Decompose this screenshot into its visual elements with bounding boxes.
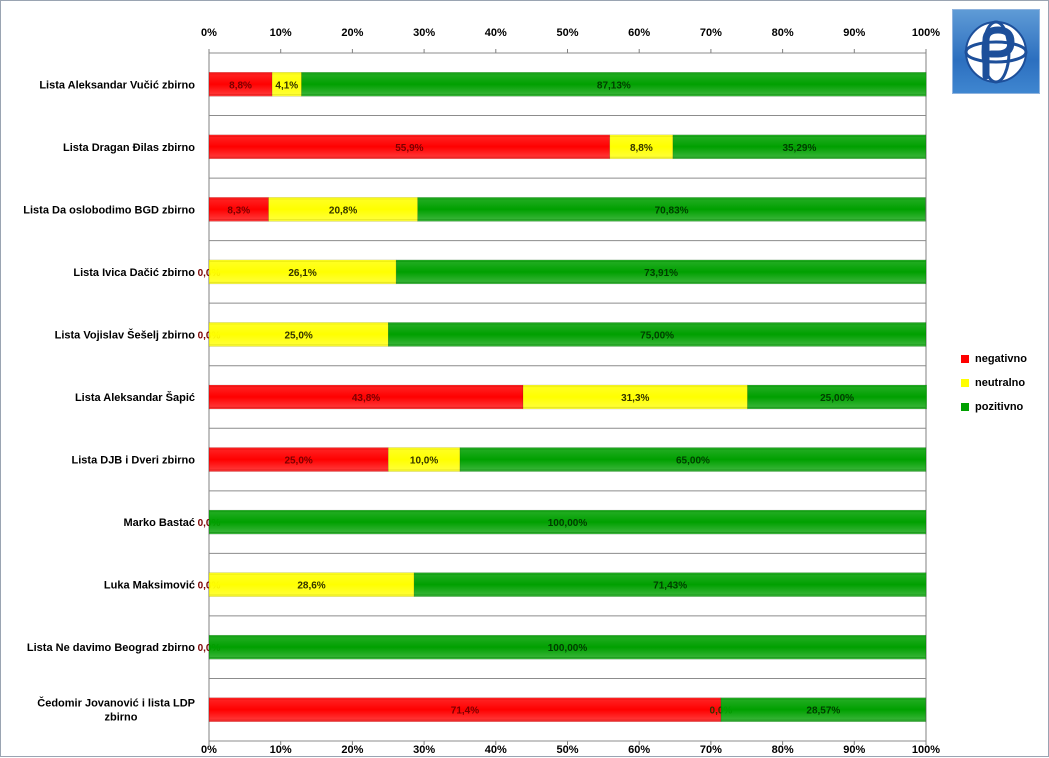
category-label: Lista Dragan Đilas zbirno: [63, 142, 195, 154]
legend-label-neutralno: neutralno: [975, 377, 1026, 389]
category-label: Luka Maksimović: [104, 580, 195, 592]
legend-item-negativno: negativno: [961, 347, 1027, 371]
legend-item-neutralno: neutralno: [961, 371, 1027, 395]
x-tick-label-bottom: 10%: [270, 744, 292, 756]
x-tick-label-top: 90%: [843, 27, 865, 39]
data-label-pozitivno: 100,00%: [548, 518, 588, 529]
bar-pozitivno: [388, 322, 927, 347]
category-label: Lista DJB i Dveri zbirno: [72, 455, 196, 467]
category-label: Lista Ivica Dačić zbirno: [73, 267, 195, 279]
bar-negativno: [208, 72, 273, 97]
x-tick-label-bottom: 0%: [201, 744, 217, 756]
x-tick-label-bottom: 60%: [628, 744, 650, 756]
chart-legend: negativno neutralno pozitivno: [961, 347, 1027, 419]
bar-neutralno: [208, 572, 415, 597]
x-tick-label-top: 100%: [912, 27, 940, 39]
x-tick-label-bottom: 100%: [912, 744, 940, 756]
data-label-neutralno: 28,6%: [297, 581, 325, 592]
category-label: Lista Aleksandar Šapić: [75, 391, 195, 404]
data-label-neutralno: 20,8%: [329, 205, 357, 216]
bar-negativno: [208, 197, 269, 222]
data-label-neutralno: 10,0%: [410, 456, 438, 467]
x-tick-label-top: 30%: [413, 27, 435, 39]
data-label-pozitivno: 73,91%: [644, 268, 678, 279]
x-tick-label-bottom: 50%: [556, 744, 578, 756]
data-label-neutralno: 4,1%: [275, 80, 298, 91]
bar-neutralno: [388, 447, 461, 472]
x-tick-label-top: 10%: [270, 27, 292, 39]
x-tick-label-bottom: 40%: [485, 744, 507, 756]
data-label-pozitivno: 71,43%: [653, 581, 687, 592]
bar-neutralno: [208, 322, 389, 347]
category-label: Lista Da oslobodimo BGD zbirno: [23, 204, 195, 216]
bar-negativno: [208, 697, 722, 722]
category-label: Lista Ne davimo Beograd zbirno: [27, 642, 195, 654]
bar-pozitivno: [413, 572, 927, 597]
x-tick-label-top: 60%: [628, 27, 650, 39]
x-tick-label-top: 40%: [485, 27, 507, 39]
data-label-pozitivno: 65,00%: [676, 456, 710, 467]
x-tick-label-top: 20%: [341, 27, 363, 39]
legend-swatch-pozitivno: [961, 403, 969, 411]
data-label-negativno: 71,4%: [451, 706, 479, 717]
legend-swatch-negativno: [961, 355, 969, 363]
data-label-negativno: 8,3%: [227, 205, 250, 216]
data-label-pozitivno: 35,29%: [782, 143, 816, 154]
x-tick-label-top: 70%: [700, 27, 722, 39]
category-label: Lista Vojislav Šešelj zbirno: [55, 328, 196, 341]
x-tick-label-top: 80%: [772, 27, 794, 39]
legend-label-negativno: negativno: [975, 353, 1027, 365]
legend-swatch-neutralno: [961, 379, 969, 387]
x-tick-label-top: 0%: [201, 27, 217, 39]
category-label: zbirno: [105, 712, 138, 724]
data-label-pozitivno: 100,00%: [548, 643, 588, 654]
data-label-negativno: 43,8%: [352, 393, 380, 404]
category-label: Marko Bastać: [123, 517, 195, 529]
x-tick-label-bottom: 90%: [843, 744, 865, 756]
bar-pozitivno: [747, 384, 927, 410]
data-label-neutralno: 25,0%: [284, 330, 312, 341]
data-label-pozitivno: 70,83%: [655, 205, 689, 216]
data-label-neutralno: 8,8%: [630, 143, 653, 154]
x-tick-label-bottom: 20%: [341, 744, 363, 756]
bar-pozitivno: [720, 697, 927, 722]
data-label-negativno: 25,0%: [284, 456, 312, 467]
legend-label-pozitivno: pozitivno: [975, 401, 1024, 413]
bar-pozitivno: [208, 634, 927, 660]
bar-neutralno: [268, 197, 418, 222]
data-label-pozitivno: 87,13%: [597, 80, 631, 91]
x-tick-label-bottom: 30%: [413, 744, 435, 756]
bar-neutralno: [522, 384, 748, 410]
x-tick-label-bottom: 70%: [700, 744, 722, 756]
bar-pozitivno: [672, 134, 927, 160]
data-label-negativno: 55,9%: [395, 143, 423, 154]
bar-pozitivno: [208, 509, 927, 535]
x-tick-label-bottom: 80%: [772, 744, 794, 756]
logo-globe-icon: [952, 9, 1040, 94]
data-label-pozitivno: 75,00%: [640, 330, 674, 341]
data-label-neutralno: 26,1%: [288, 268, 316, 279]
data-label-pozitivno: 28,57%: [806, 706, 840, 717]
bar-negativno: [208, 384, 524, 410]
bar-pozitivno: [459, 447, 927, 472]
category-label: Čedomir Jovanović i lista LDP: [37, 697, 195, 710]
data-label-pozitivno: 25,00%: [820, 393, 854, 404]
bar-pozitivno: [395, 259, 927, 285]
bar-pozitivno: [301, 72, 927, 97]
bar-neutralno: [609, 134, 674, 160]
x-tick-label-top: 50%: [556, 27, 578, 39]
bar-pozitivno: [417, 197, 926, 222]
category-label: Lista Aleksandar Vučić zbirno: [39, 79, 195, 91]
data-label-negativno: 8,8%: [229, 80, 252, 91]
data-label-neutralno: 31,3%: [621, 393, 649, 404]
legend-item-pozitivno: pozitivno: [961, 395, 1027, 419]
